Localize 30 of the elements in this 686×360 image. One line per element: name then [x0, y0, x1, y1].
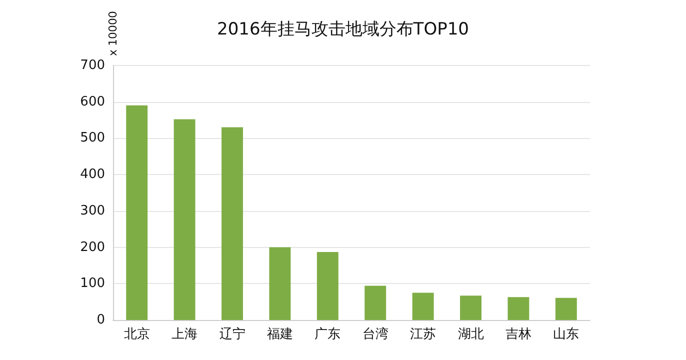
x-tick-label: 广东	[314, 327, 341, 342]
bar	[269, 247, 291, 320]
bar	[412, 292, 434, 320]
x-tick-label: 吉林	[505, 327, 532, 342]
y-axis-title: x 10000	[106, 11, 120, 56]
x-tick-label: 山东	[553, 327, 580, 342]
y-tick-label: 700	[80, 58, 105, 73]
x-tick-label: 湖北	[458, 327, 484, 342]
chart-title: 2016年挂马攻击地域分布TOP10	[217, 20, 469, 40]
y-tick-label: 500	[80, 130, 105, 146]
y-tick-label: 400	[80, 167, 105, 182]
bar	[316, 252, 338, 320]
y-tick-label: 100	[80, 276, 105, 292]
y-tick-label: 600	[80, 94, 105, 110]
bar	[364, 286, 386, 320]
bar	[508, 297, 530, 320]
x-tick-label: 江苏	[410, 327, 436, 342]
x-tick-label: 辽宁	[219, 326, 246, 342]
x-tick-label: 台湾	[362, 326, 388, 342]
x-tick-label: 北京	[124, 327, 150, 342]
bar	[174, 119, 196, 320]
y-tick-label: 300	[80, 203, 105, 218]
bar	[555, 298, 577, 320]
x-tick-label: 福建	[266, 327, 293, 342]
x-tick-label: 上海	[172, 327, 198, 342]
y-tick-label: 0	[96, 312, 105, 328]
y-tick-label: 200	[80, 240, 105, 255]
bar	[126, 105, 148, 320]
bar	[460, 296, 482, 320]
bar	[222, 127, 243, 320]
